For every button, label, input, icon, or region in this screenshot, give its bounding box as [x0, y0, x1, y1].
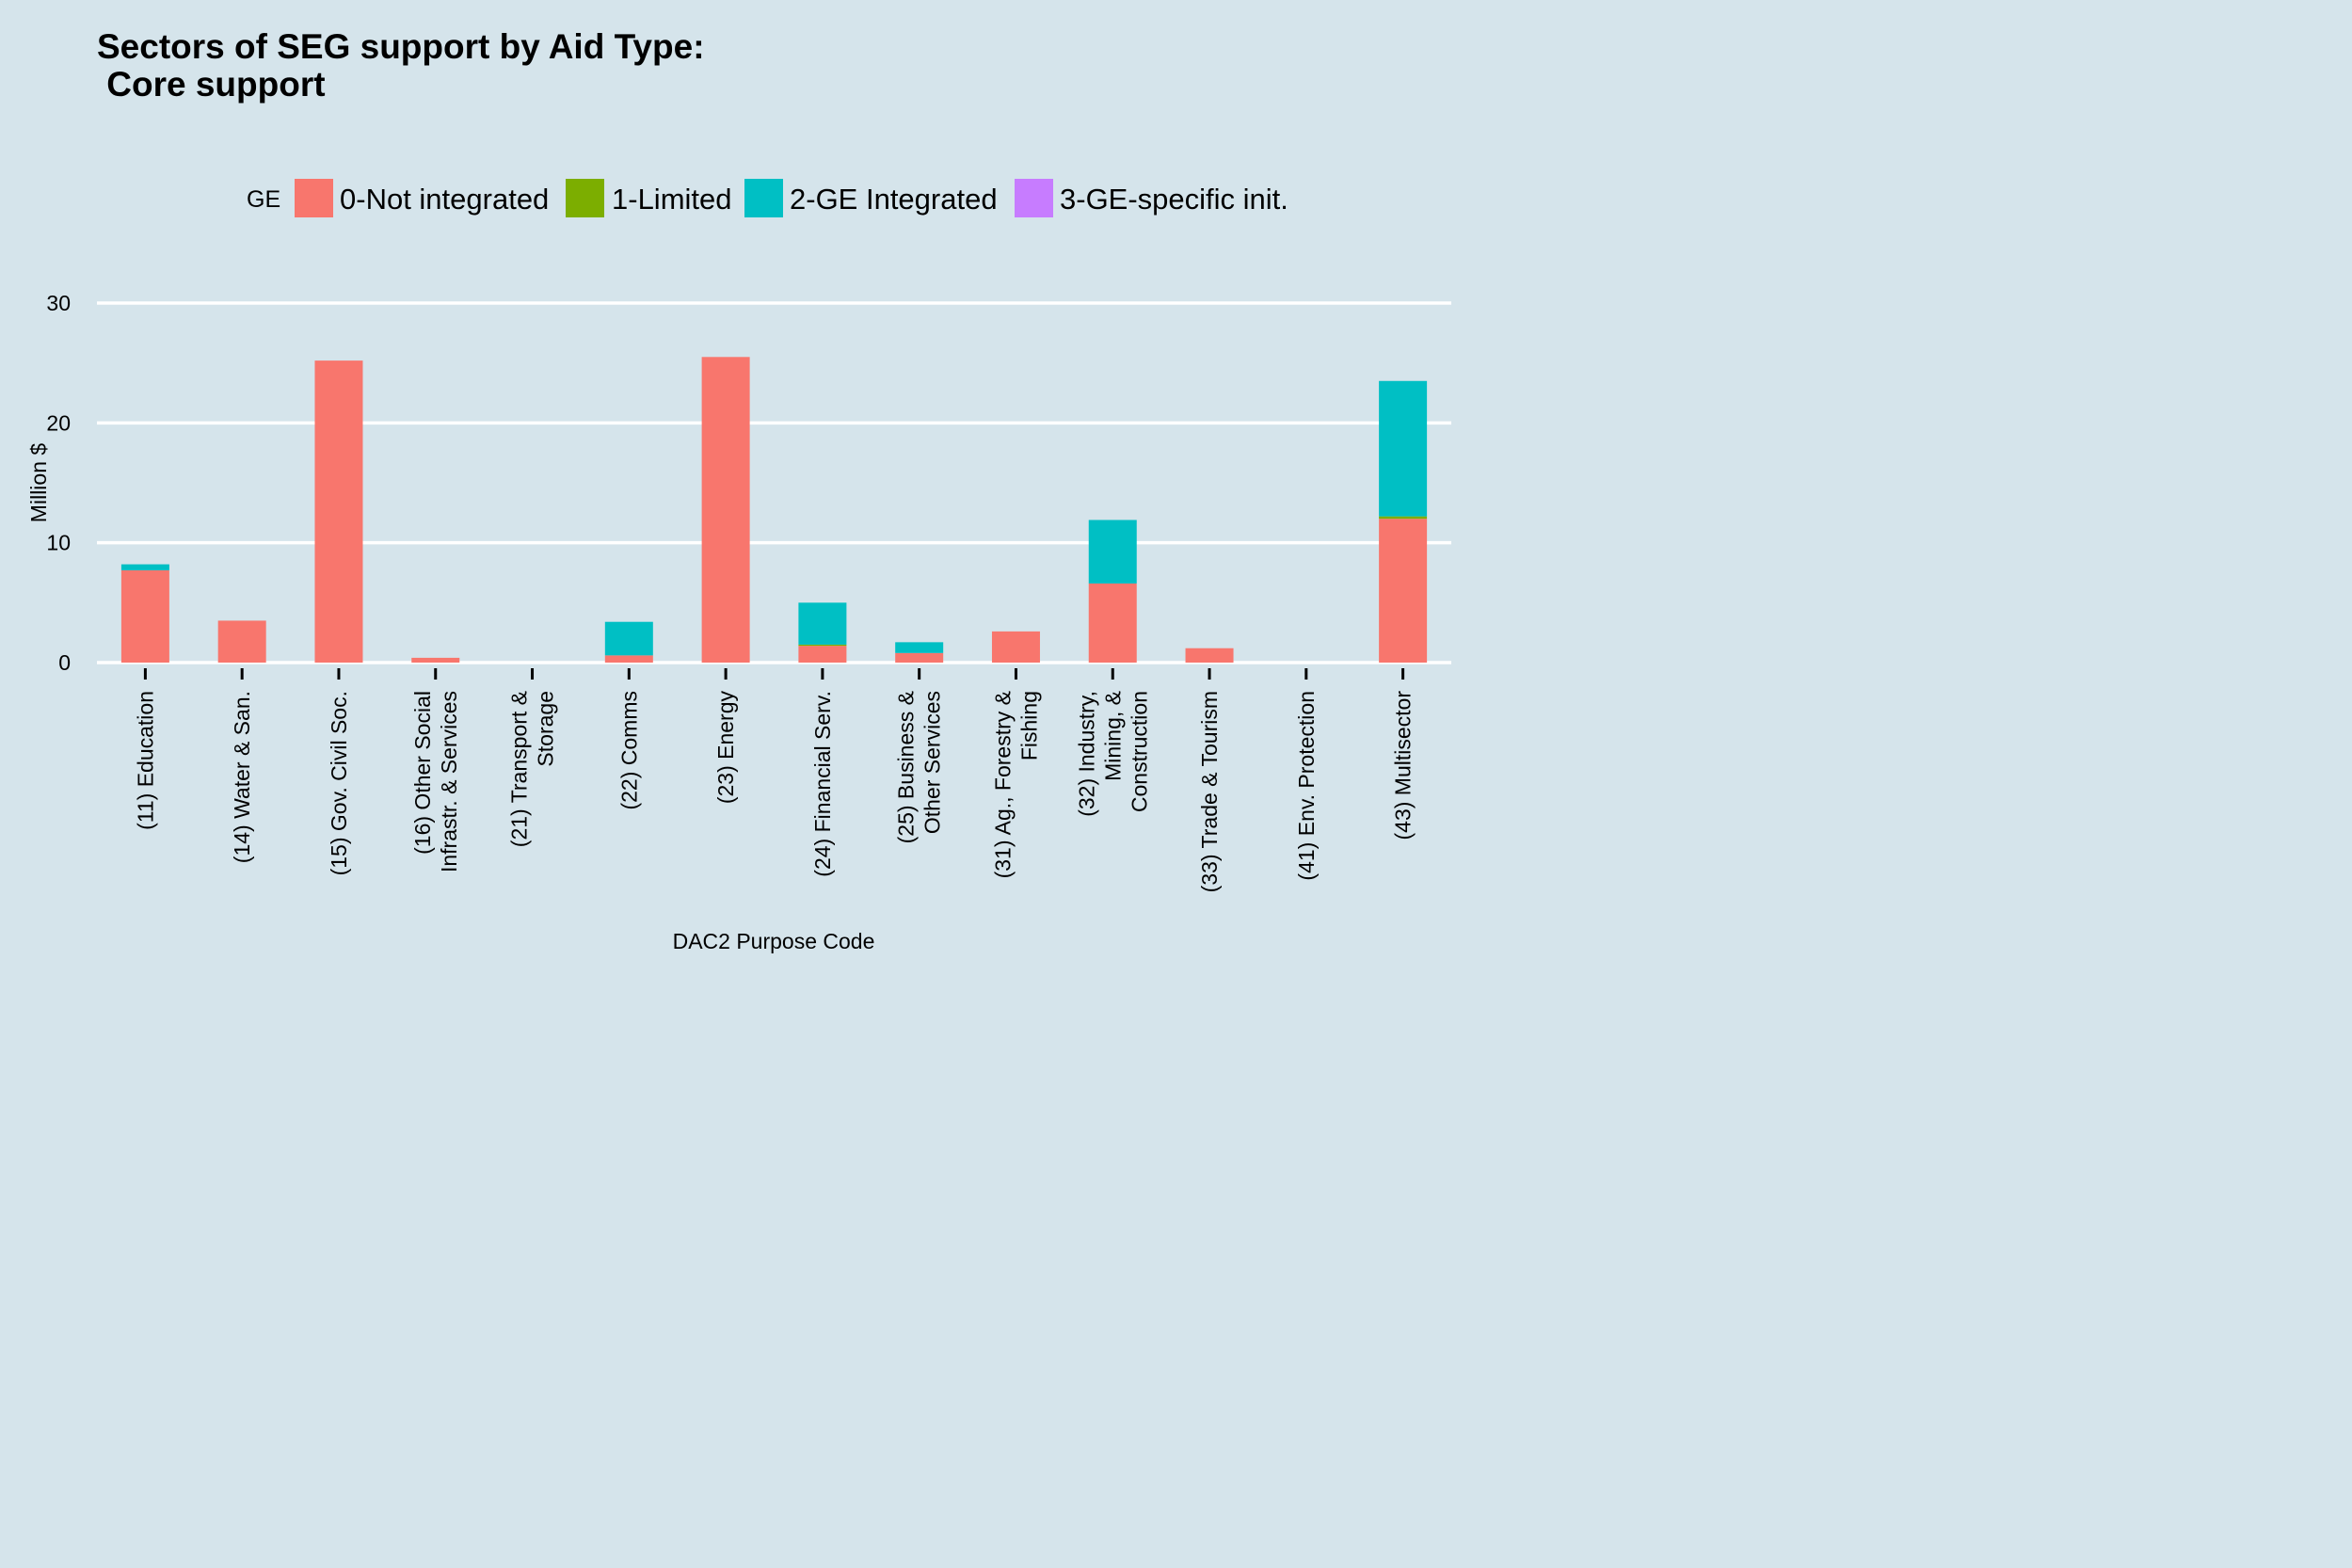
bar-segment [217, 620, 266, 663]
legend-title: GE [247, 186, 280, 213]
gridlines [97, 301, 1451, 664]
legend-label: 1-Limited [612, 183, 732, 216]
x-tick-label: (16) Other Social Infrastr. & Services [410, 691, 461, 872]
bar-segment [314, 360, 363, 663]
x-tick-label-line: (25) Business & [894, 691, 919, 843]
x-tick-label-line: (21) Transport & [507, 691, 532, 847]
legend: GE 0-Not integrated 1-Limited 2-GE Integra… [247, 179, 1288, 217]
x-tick-label: (41) Env. Protection [1294, 691, 1319, 881]
x-tick-label: (11) Education [133, 691, 157, 830]
bar-segment [895, 642, 944, 653]
chart-title: Sectors of SEG support by Aid Type: Core… [97, 27, 705, 104]
x-tick-label: (43) Multisector [1391, 691, 1416, 840]
legend-swatch [566, 179, 604, 217]
x-tick-label-line: Storage [534, 691, 558, 767]
bar-segment [1185, 648, 1234, 663]
x-tick-label: (32) Industry, Mining, & Construction [1074, 691, 1151, 817]
bar-segment [120, 569, 169, 663]
bar-segment [1379, 519, 1428, 663]
x-tick-label-line: (41) Env. Protection [1294, 691, 1319, 881]
legend-label: 0-Not integrated [340, 183, 549, 216]
bar-segment [798, 602, 847, 645]
bar-segment [798, 646, 847, 663]
x-tick-label-line: Construction [1127, 691, 1151, 812]
y-tick-label: 0 [58, 650, 71, 675]
x-tick-label-line: (15) Gov. Civil Soc. [327, 691, 351, 875]
x-tick-label-line: (11) Education [133, 691, 157, 830]
bar-segment [701, 357, 750, 663]
x-tick-label: (14) Water & San. [230, 691, 254, 863]
x-tick-label: (31) Ag., Forestry & Fishing [991, 691, 1042, 878]
legend-swatch [744, 179, 783, 217]
bar-segment [1088, 520, 1137, 584]
x-tick-label: (24) Financial Serv. [810, 691, 835, 877]
x-tick-label-line: (31) Ag., Forestry & [991, 691, 1016, 878]
legend-swatch [1015, 179, 1053, 217]
y-tick-label: 30 [46, 291, 71, 315]
x-tick-label: (25) Business & Other Services [894, 691, 945, 843]
y-axis: 0 10 20 30 [46, 291, 71, 675]
x-axis: (11) Education (14) Water & San. (15) Gov.… [133, 668, 1416, 892]
bar-segment [1379, 380, 1428, 517]
bar-segment [120, 564, 169, 570]
x-tick-label-line: (16) Other Social [410, 691, 435, 855]
x-axis-title: DAC2 Purpose Code [673, 929, 875, 953]
bar-segment [1379, 516, 1428, 520]
x-tick-label: (22) Comms [616, 691, 641, 810]
x-tick-label-line: Infrastr. & Services [437, 691, 461, 872]
y-axis-title: Million $ [26, 443, 51, 523]
x-tick-label-line: (33) Trade & Tourism [1197, 691, 1222, 892]
x-tick-label-line: Mining, & [1100, 691, 1125, 781]
bar-segment [1088, 583, 1137, 663]
bar-segment [895, 652, 944, 663]
x-tick-label: (21) Transport & Storage [507, 691, 558, 847]
legend-label: 3-GE-specific init. [1060, 183, 1288, 216]
chart-title-line-2: Core support [97, 65, 326, 104]
bar-segment [411, 657, 460, 663]
chart: Sectors of SEG support by Aid Type: Core… [26, 27, 1451, 953]
x-tick-label-line: (22) Comms [616, 691, 641, 810]
bar-segment [798, 644, 847, 647]
x-tick-label-line: (43) Multisector [1391, 691, 1416, 840]
y-tick-label: 20 [46, 410, 71, 435]
x-tick-label-line: Other Services [920, 691, 945, 834]
x-tick-label-line: (32) Industry, [1074, 691, 1098, 817]
x-tick-label: (15) Gov. Civil Soc. [327, 691, 351, 875]
bar-segment [604, 655, 653, 663]
x-tick-label: (33) Trade & Tourism [1197, 691, 1222, 892]
y-tick-label: 10 [46, 531, 71, 555]
legend-swatch [295, 179, 333, 217]
bar-segment [604, 621, 653, 656]
chart-title-line-1: Sectors of SEG support by Aid Type: [97, 27, 705, 66]
x-tick-label-line: (23) Energy [713, 691, 738, 805]
x-tick-label-line: (24) Financial Serv. [810, 691, 835, 877]
bar-segment [991, 631, 1040, 663]
legend-label: 2-GE Integrated [790, 183, 998, 216]
bars [120, 357, 1428, 663]
x-tick-label-line: (14) Water & San. [230, 691, 254, 863]
x-tick-label: (23) Energy [713, 691, 738, 805]
x-tick-label-line: Fishing [1017, 691, 1042, 760]
